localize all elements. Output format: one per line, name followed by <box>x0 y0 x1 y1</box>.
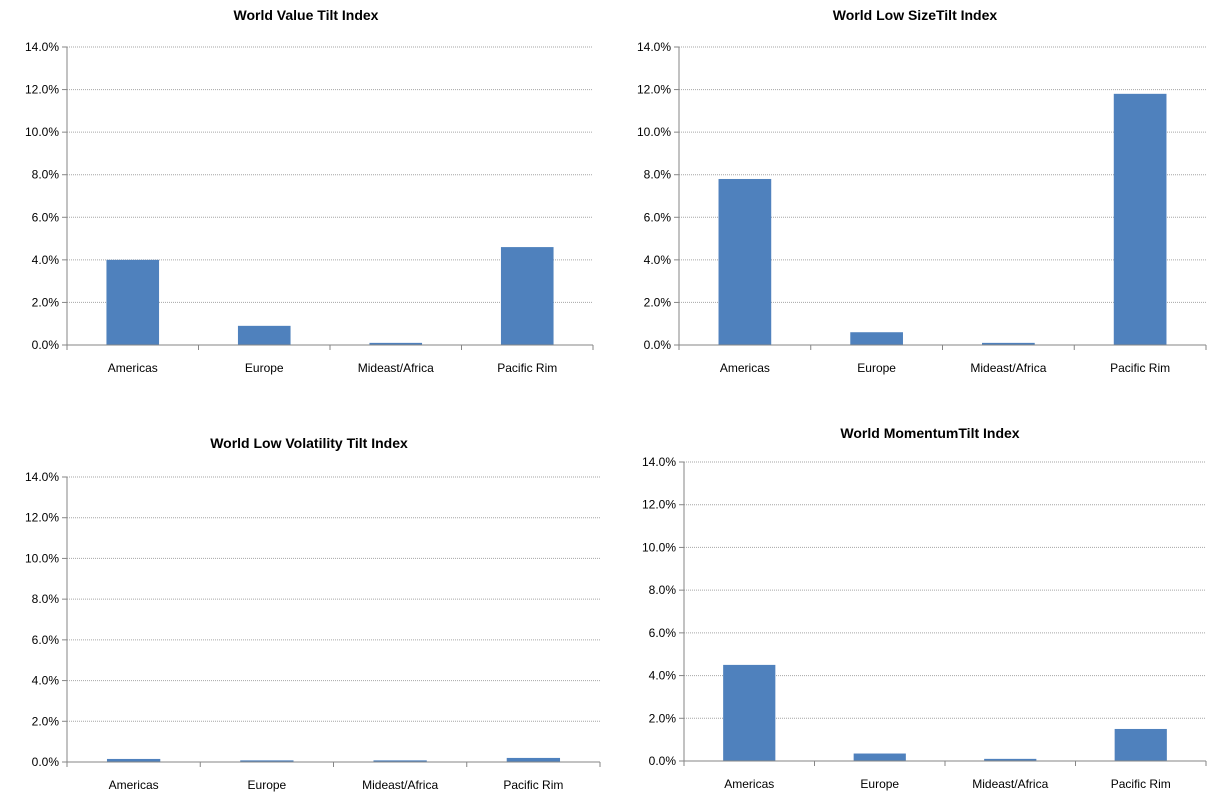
bar-mideast-africa <box>369 342 423 345</box>
y-tick-label: 4.0% <box>649 669 677 683</box>
y-tick-label: 12.0% <box>25 83 59 97</box>
x-tick-label: Americas <box>108 361 158 375</box>
x-tick-label: Europe <box>245 361 284 375</box>
x-tick-label: Americas <box>724 777 774 791</box>
chart-world-low-size-tilt: World Low SizeTilt Index 0.0% 2.0% 4.0% 6.0%… <box>606 0 1212 396</box>
bar-americas <box>718 178 772 345</box>
y-tick-label: 6.0% <box>32 210 60 224</box>
bar-pacific-rim <box>1114 728 1167 761</box>
y-tick-label: 8.0% <box>649 583 677 597</box>
x-tick-label: Americas <box>720 361 770 375</box>
chart-title: World Low SizeTilt Index <box>833 7 998 23</box>
chart-world-value-tilt: World Value Tilt Index 0.0% 2.0% 4.0% 6.0% 8.… <box>0 0 606 396</box>
y-tick-label: 8.0% <box>32 168 60 182</box>
bar-europe <box>853 753 906 761</box>
y-tick-label: 10.0% <box>642 540 676 554</box>
bar-europe <box>237 325 291 345</box>
bar-mideast-africa <box>373 760 427 762</box>
x-tick-label: Mideast/Africa <box>362 778 438 792</box>
bar-mideast-africa <box>984 758 1037 761</box>
x-tick-label: Pacific Rim <box>497 361 557 375</box>
y-tick-label: 6.0% <box>32 633 60 647</box>
x-tick-label: Pacific Rim <box>1111 777 1171 791</box>
y-tick-label: 2.0% <box>32 295 60 309</box>
y-tick-label: 0.0% <box>32 755 60 769</box>
bar-americas <box>106 259 160 345</box>
bar-americas <box>723 664 776 761</box>
bar-europe <box>240 760 294 762</box>
y-tick-label: 12.0% <box>25 511 59 525</box>
y-tick-label: 2.0% <box>649 711 677 725</box>
y-tick-label: 6.0% <box>649 626 677 640</box>
x-tick-label: Europe <box>248 778 287 792</box>
x-tick-label: Mideast/Africa <box>358 361 434 375</box>
y-tick-label: 2.0% <box>644 295 672 309</box>
x-tick-label: Europe <box>857 361 896 375</box>
x-tick-label: Americas <box>109 778 159 792</box>
chart-title: World MomentumTilt Index <box>840 425 1019 441</box>
y-tick-label: 12.0% <box>637 83 671 97</box>
chart-world-low-volatility-tilt: World Low Volatility Tilt Index 0.0% 2.0% 4… <box>0 396 606 793</box>
y-tick-label: 4.0% <box>644 253 672 267</box>
chart-svg: World MomentumTilt Index 0.0% 2.0% 4.0% 6.0%… <box>642 425 1207 791</box>
chart-world-momentum-tilt: World MomentumTilt Index 0.0% 2.0% 4.0% 6.0%… <box>606 396 1212 793</box>
x-tick-label: Mideast/Africa <box>972 777 1048 791</box>
y-tick-label: 10.0% <box>637 125 671 139</box>
y-tick-label: 2.0% <box>32 714 60 728</box>
y-tick-label: 10.0% <box>25 125 59 139</box>
y-tick-label: 0.0% <box>32 338 60 352</box>
bar-pacific-rim <box>506 757 561 762</box>
y-tick-label: 0.0% <box>649 754 677 768</box>
chart-title: World Low Volatility Tilt Index <box>210 435 408 451</box>
x-tick-label: Pacific Rim <box>503 778 563 792</box>
y-tick-label: 14.0% <box>25 40 59 54</box>
y-tick-label: 14.0% <box>25 470 59 484</box>
bar-mideast-africa <box>982 342 1035 345</box>
chart-svg: World Low Volatility Tilt Index 0.0% 2.0% 4… <box>25 435 601 792</box>
bar-europe <box>850 332 903 345</box>
y-tick-label: 8.0% <box>644 168 672 182</box>
x-tick-label: Europe <box>860 777 899 791</box>
chart-svg: World Value Tilt Index 0.0% 2.0% 4.0% 6.0% 8.… <box>25 7 594 375</box>
y-tick-label: 10.0% <box>25 551 59 565</box>
y-tick-label: 6.0% <box>644 210 672 224</box>
bar-pacific-rim <box>500 247 554 345</box>
x-tick-label: Pacific Rim <box>1110 361 1170 375</box>
chart-title: World Value Tilt Index <box>234 7 379 23</box>
y-tick-label: 4.0% <box>32 253 60 267</box>
bar-americas <box>106 758 161 762</box>
y-tick-label: 14.0% <box>642 455 676 469</box>
y-tick-label: 14.0% <box>637 40 671 54</box>
y-tick-label: 12.0% <box>642 498 676 512</box>
chart-svg: World Low SizeTilt Index 0.0% 2.0% 4.0% 6.0%… <box>637 7 1207 375</box>
x-tick-label: Mideast/Africa <box>970 361 1046 375</box>
y-tick-label: 8.0% <box>32 592 60 606</box>
y-tick-label: 4.0% <box>32 674 60 688</box>
y-tick-label: 0.0% <box>644 338 672 352</box>
bar-pacific-rim <box>1113 93 1167 345</box>
